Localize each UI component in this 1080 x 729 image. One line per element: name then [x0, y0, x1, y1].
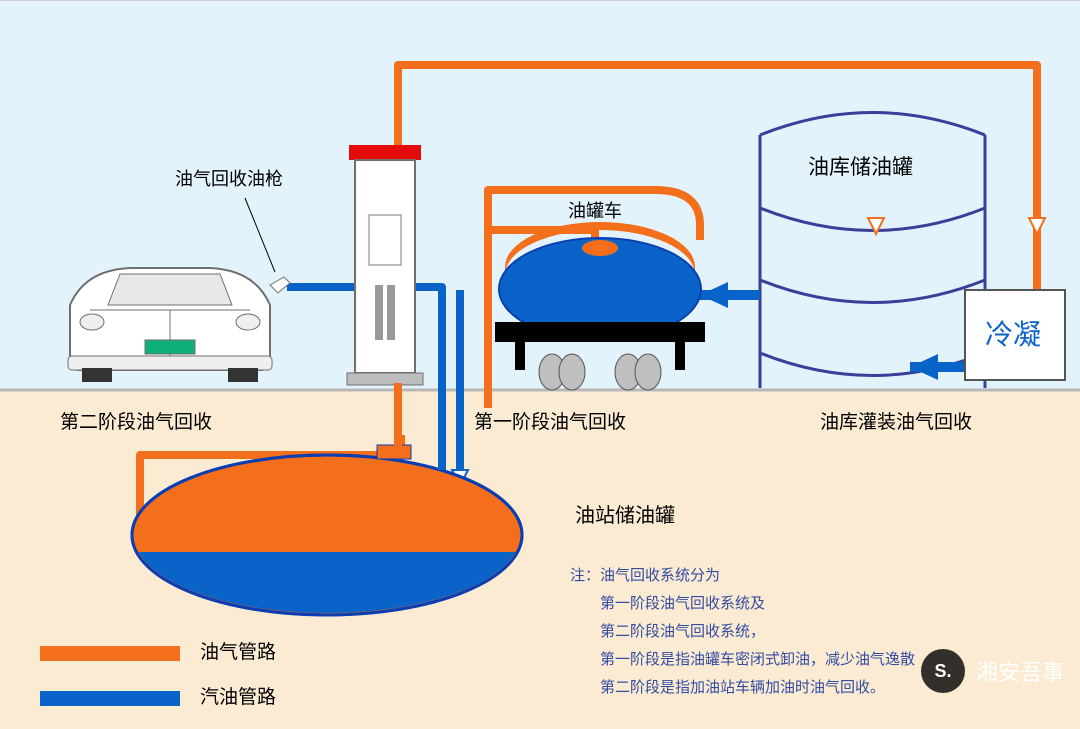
label-depot-stage: 油库灌装油气回收	[820, 411, 972, 433]
car	[68, 268, 290, 382]
label-station-tank: 油站储油罐	[575, 504, 675, 527]
watermark-glyph: S.	[934, 661, 951, 681]
fuel-dispenser	[347, 145, 423, 385]
label-tanker: 油罐车	[568, 201, 622, 221]
wheel-icon	[635, 354, 661, 390]
note-line: 第二阶段是指加油站车辆加油时油气回收。	[570, 678, 885, 696]
note-line: 第二阶段油气回收系统，	[570, 622, 765, 640]
label-condenser: 冷凝	[985, 319, 1041, 350]
note-line: 第一阶段是指油罐车密闭式卸油，减少油气逸散	[570, 650, 915, 668]
note-line: 第一阶段油气回收系统及	[570, 594, 765, 612]
label-stage1: 第一阶段油气回收	[474, 411, 626, 433]
watermark-text: 湘安吾事	[976, 660, 1064, 685]
label-nozzle: 油气回收油枪	[175, 169, 283, 189]
license-plate	[145, 340, 195, 354]
legend-swatch-vapor	[40, 646, 180, 661]
legend-label-vapor: 油气管路	[200, 641, 276, 663]
note-line: 注：油气回收系统分为	[570, 567, 720, 584]
label-depot-tank: 油库储油罐	[808, 156, 913, 179]
label-stage2: 第二阶段油气回收	[60, 411, 212, 433]
legend-label-gasoline: 汽油管路	[200, 686, 276, 708]
wheel-icon	[559, 354, 585, 390]
legend-swatch-gasoline	[40, 691, 180, 706]
